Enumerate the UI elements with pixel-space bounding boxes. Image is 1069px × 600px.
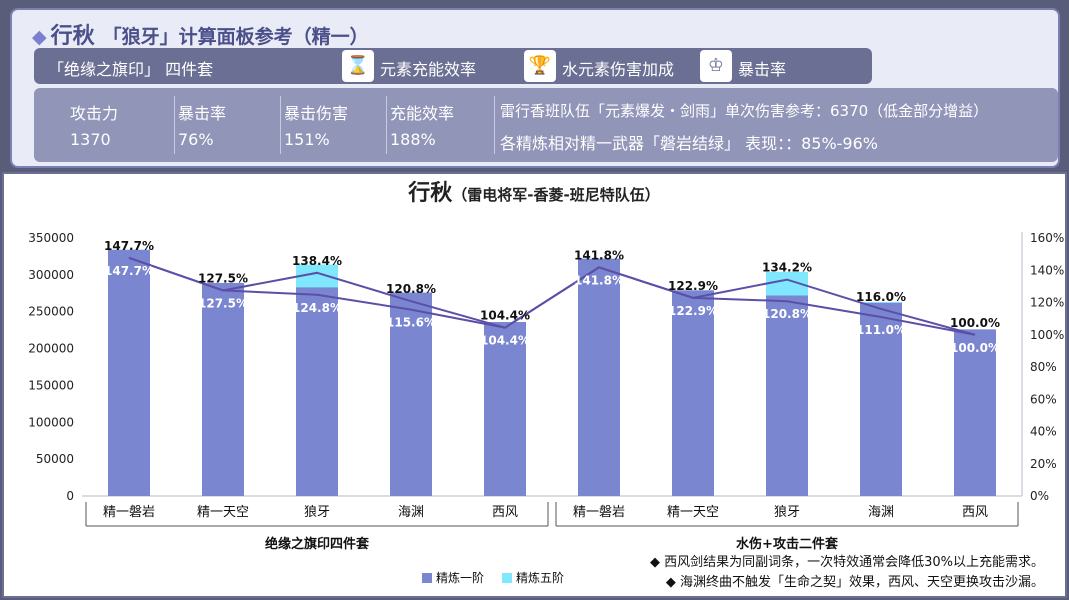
data-label-r5: 100.0% [950, 316, 1000, 330]
chart-panel: 行秋（雷电将军-香菱-班尼特队伍） 0 50000 100000 150000 20000… [2, 172, 1067, 598]
bar-line-chart: 行秋（雷电将军-香菱-班尼特队伍） 0 50000 100000 150000 20000… [28, 180, 1064, 590]
data-label-r1: 115.6% [386, 316, 436, 330]
bar-r1 [672, 290, 714, 496]
stat-value: 1370 [70, 130, 111, 149]
y-tick-label: 150000 [28, 378, 74, 392]
line-r5 [128, 256, 976, 336]
x-tick-label: 海渊 [398, 505, 424, 520]
chart-subtitle: （雷电将军-香菱-班尼特队伍） [452, 186, 659, 204]
data-label-r5: 134.2% [762, 261, 812, 275]
x-tick-label: 精一磐岩 [103, 505, 155, 520]
x-tick-label: 狼牙 [304, 505, 330, 520]
goblet-stat: 水元素伤害加成 [562, 60, 675, 79]
data-label-r5: 138.4% [292, 254, 342, 268]
circlet-stat: 暴击率 [738, 60, 787, 79]
bar-r1 [108, 249, 150, 496]
data-label-r1: 111.0% [856, 323, 906, 337]
x-tick-label: 精一磐岩 [573, 505, 625, 520]
diamond-icon: ◆ [32, 26, 47, 48]
stat-label: 充能效率 [390, 104, 455, 123]
chart-title: 行秋（雷电将军-香菱-班尼特队伍） [407, 180, 659, 206]
y2-tick-label: 80% [1030, 360, 1057, 374]
sands-stat: 元素充能效率 [380, 60, 477, 79]
y2-tick-label: 0% [1030, 489, 1049, 503]
data-label-r5: 141.8% [574, 248, 624, 262]
bar-r1 [296, 287, 338, 496]
legend-swatch-r1 [422, 573, 432, 583]
stat-label: 暴击伤害 [284, 104, 349, 123]
refinement-performance: 各精炼相对精一武器「磐岩结绿」 表现：：85%-96% [500, 134, 878, 153]
legend-swatch-r5 [502, 573, 512, 583]
stat-value: 188% [390, 130, 436, 149]
x-tick-label: 海渊 [868, 505, 894, 520]
x-tick-label: 精一天空 [197, 505, 249, 520]
bar-r1 [484, 322, 526, 496]
stat-value: 76% [178, 130, 214, 149]
data-label-r1: 147.7% [104, 264, 154, 278]
artifact-set-label: 「绝缘之旗印」 四件套 [48, 60, 214, 79]
group-label: 绝缘之旗印四件套 [265, 536, 370, 552]
y2-tick-label: 100% [1030, 328, 1064, 342]
x-tick-label: 西风 [492, 505, 518, 520]
y2-tick-label: 140% [1030, 263, 1064, 277]
bar-r1 [954, 329, 996, 496]
y-tick-label: 100000 [28, 415, 74, 429]
data-label-r1: 100.0% [950, 341, 1000, 355]
data-label-r5: 104.4% [480, 309, 530, 323]
y-tick-label: 350000 [28, 231, 74, 245]
x-tick-label: 狼牙 [774, 505, 800, 520]
chart-note: ◆ 西风剑结果为同副词条，一次特效通常会降低30%以上充能需求。 [650, 554, 1044, 570]
data-label-r5: 127.5% [198, 271, 248, 285]
y-tick-label: 50000 [36, 452, 74, 466]
chart-note: ◆ 海渊终曲不触发「生命之契」效果，西风、天空更换攻击沙漏。 [666, 574, 1044, 590]
y2-tick-label: 20% [1030, 457, 1057, 471]
data-label-r1: 141.8% [574, 273, 624, 287]
bar-r1 [860, 302, 902, 496]
data-label-r5: 116.0% [856, 290, 906, 304]
y-tick-label: 300000 [28, 268, 74, 282]
bar-r1 [578, 258, 620, 496]
x-tick-label: 西风 [962, 505, 988, 520]
data-label-r1: 120.8% [762, 307, 812, 321]
stat-label: 攻击力 [70, 104, 119, 123]
data-label-r5: 147.7% [104, 239, 154, 253]
data-label-r5: 122.9% [668, 279, 718, 293]
y-tick-label: 200000 [28, 342, 74, 356]
page-title: ◆ 行秋 「狼牙」计算面板参考（精一） [32, 24, 369, 49]
data-label-r1: 122.9% [668, 304, 718, 318]
y-tick-label: 250000 [28, 305, 74, 319]
bar-r1 [202, 282, 244, 496]
group-label: 水伤+攻击二件套 [736, 536, 839, 552]
x-tick-label: 精一天空 [667, 505, 719, 520]
bar-r1 [390, 292, 432, 496]
data-label-r1: 124.8% [292, 301, 342, 315]
goblet-icon: 🏆 [524, 50, 556, 82]
set-bar: 「绝缘之旗印」 四件套 ⌛ 元素充能效率 🏆 水元素伤害加成 ♔ 暴击率 [34, 48, 872, 84]
info-panel: ◆ 行秋 「狼牙」计算面板参考（精一） 「绝缘之旗印」 四件套 ⌛ 元素充能效率 🏆… [10, 8, 1060, 168]
stat-label: 暴击率 [178, 104, 227, 123]
stat-value: 151% [284, 130, 330, 149]
y2-tick-label: 160% [1030, 231, 1064, 245]
chart-title-main: 行秋 [407, 180, 453, 206]
data-label-r1: 127.5% [198, 296, 248, 310]
y2-tick-label: 120% [1030, 296, 1064, 310]
data-label-r5: 120.8% [386, 282, 436, 296]
stats-bar: 攻击力 1370 暴击率 76% 暴击伤害 151% 充能效率 188% 雷行香… [34, 88, 1058, 162]
damage-reference: 雷行香班队伍「元素爆发・剑雨」单次伤害参考：6370（低金部分增益） [500, 102, 989, 120]
y2-tick-label: 60% [1030, 392, 1057, 406]
y2-tick-label: 40% [1030, 425, 1057, 439]
data-label-r1: 104.4% [480, 334, 530, 348]
line-r1 [128, 256, 976, 336]
bar-r1 [766, 295, 808, 496]
legend-label-r1: 精炼一阶 [436, 570, 484, 585]
y-tick-label: 0 [66, 489, 74, 503]
circlet-icon: ♔ [700, 50, 732, 82]
hourglass-icon: ⌛ [342, 50, 374, 82]
legend-label-r5: 精炼五阶 [516, 570, 564, 585]
